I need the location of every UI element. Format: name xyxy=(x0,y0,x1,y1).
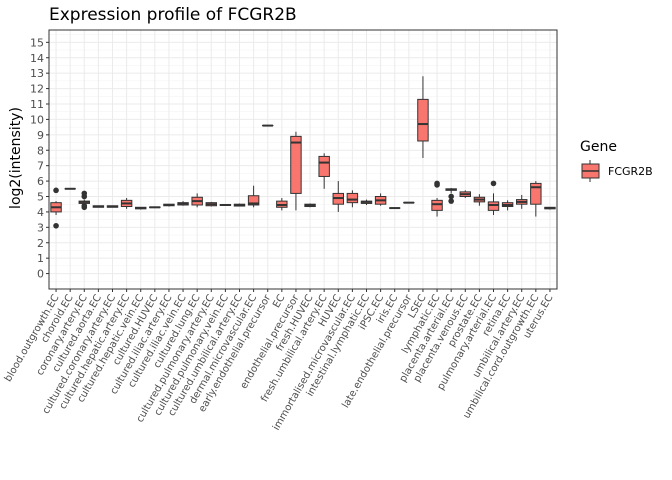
panel-background xyxy=(49,30,557,289)
box-outlier xyxy=(490,180,497,187)
panel-border xyxy=(48,29,558,290)
box-outlier xyxy=(53,222,59,229)
box-body xyxy=(431,199,443,211)
y-tick-label: 0 xyxy=(37,268,44,281)
y-tick-label: 10 xyxy=(30,113,44,126)
box-body xyxy=(530,182,542,205)
box-outlier xyxy=(81,202,88,209)
box-outlier xyxy=(434,182,440,188)
legend: Gene FCGR2B xyxy=(580,139,653,182)
y-tick-label: 4 xyxy=(37,206,44,219)
legend-label: FCGR2B xyxy=(608,165,653,178)
y-tick-label: 15 xyxy=(30,36,44,49)
y-tick-label: 3 xyxy=(37,221,44,234)
box-outlier xyxy=(448,193,454,200)
chart-title: Expression profile of FCGR2B xyxy=(49,5,297,25)
legend-title: Gene xyxy=(580,139,617,155)
y-tick-label: 8 xyxy=(37,144,44,157)
y-tick-label: 7 xyxy=(37,160,44,173)
y-tick-label: 13 xyxy=(30,67,44,80)
box-outlier xyxy=(448,198,454,204)
box-outlier xyxy=(53,187,59,194)
y-tick-label: 9 xyxy=(37,129,44,142)
y-tick-label: 5 xyxy=(37,191,44,204)
y-tick-label: 6 xyxy=(37,175,44,188)
y-tick-label: 2 xyxy=(37,237,44,250)
y-tick-label: 1 xyxy=(37,252,44,265)
box-outlier xyxy=(81,193,88,200)
box-body xyxy=(318,155,330,177)
box-body xyxy=(487,201,500,211)
y-axis-title: log2(intensity) xyxy=(8,107,24,209)
y-tick-label: 12 xyxy=(30,83,44,96)
box-body xyxy=(290,135,302,194)
box-body xyxy=(247,195,260,206)
box-body xyxy=(417,98,429,142)
plot-area: 0123456789101112131415blood.outgrowth.EC… xyxy=(3,29,558,432)
y-tick-label: 14 xyxy=(30,52,44,65)
y-tick-label: 11 xyxy=(30,98,44,111)
box-body xyxy=(346,192,359,204)
